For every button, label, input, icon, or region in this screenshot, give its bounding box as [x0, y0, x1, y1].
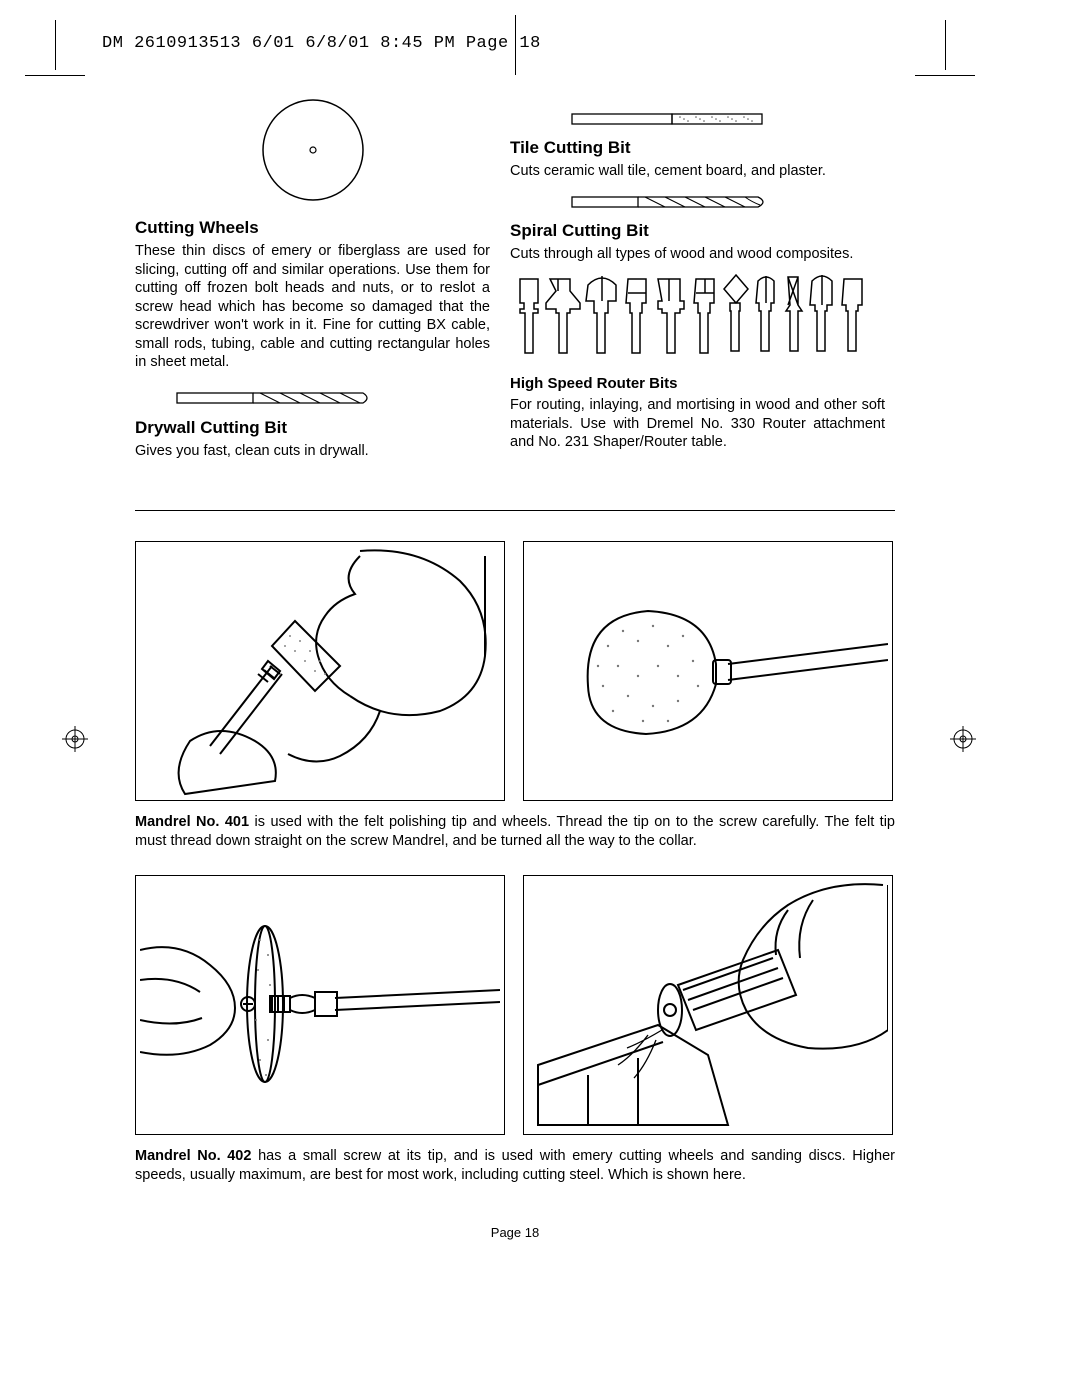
router-title: High Speed Router Bits: [510, 375, 885, 392]
page-content: Cutting Wheels These thin discs of emery…: [135, 90, 895, 1240]
router-body: For routing, inlaying, and mortising in …: [510, 396, 885, 452]
spiral-bit-icon: [570, 191, 770, 213]
mandrel-401-tip-figure: [523, 541, 893, 801]
section-divider: [135, 510, 895, 511]
registration-mark-icon: [62, 726, 88, 752]
crop-mark: [25, 75, 85, 76]
mandrel-401-label: Mandrel No. 401: [135, 814, 249, 830]
figure-row-1: [135, 541, 895, 801]
drywall-title: Drywall Cutting Bit: [135, 418, 490, 438]
cutting-wheels-title: Cutting Wheels: [135, 218, 490, 238]
cutting-wheels-body: These thin discs of emery or fiberglass …: [135, 242, 490, 372]
mandrel-401-text: is used with the felt polishing tip and …: [135, 814, 895, 849]
mandrel-402-cutting-figure: [523, 875, 893, 1135]
page-number: Page 18: [135, 1225, 895, 1240]
tile-body: Cuts ceramic wall tile, cement board, an…: [510, 162, 885, 181]
crop-mark: [55, 20, 56, 70]
mandrel-402-wheel-figure: [135, 875, 505, 1135]
crop-mark: [915, 75, 975, 76]
mandrel-402-caption: Mandrel No. 402 has a small screw at its…: [135, 1147, 895, 1185]
spiral-title: Spiral Cutting Bit: [510, 221, 885, 241]
figure-row-2: [135, 875, 895, 1135]
drywall-body: Gives you fast, clean cuts in drywall.: [135, 442, 490, 461]
spiral-body: Cuts through all types of wood and wood …: [510, 245, 885, 264]
mandrel-402-label: Mandrel No. 402: [135, 1148, 251, 1164]
mandrel-401-caption: Mandrel No. 401 is used with the felt po…: [135, 813, 895, 851]
tile-title: Tile Cutting Bit: [510, 138, 885, 158]
registration-mark-icon: [950, 726, 976, 752]
crop-mark: [945, 20, 946, 70]
top-columns: Cutting Wheels These thin discs of emery…: [135, 90, 895, 460]
router-bits-icon: [510, 273, 870, 361]
tile-bit-icon: [570, 108, 770, 130]
print-header: DM 2610913513 6/01 6/8/01 8:45 PM Page 1…: [102, 34, 541, 53]
drywall-bit-icon: [175, 386, 375, 410]
cutting-wheel-icon: [253, 90, 373, 210]
mandrel-401-hand-figure: [135, 541, 505, 801]
left-column: Cutting Wheels These thin discs of emery…: [135, 90, 490, 460]
right-column: Tile Cutting Bit Cuts ceramic wall tile,…: [510, 90, 885, 460]
